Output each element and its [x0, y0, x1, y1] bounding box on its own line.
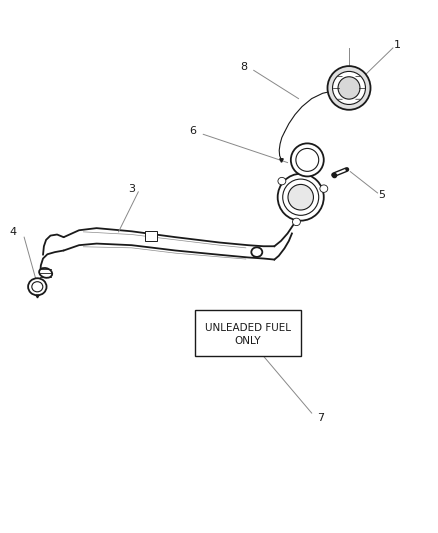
Text: 3: 3	[128, 184, 135, 194]
Ellipse shape	[28, 278, 46, 295]
Ellipse shape	[292, 218, 300, 225]
Ellipse shape	[32, 281, 43, 292]
Ellipse shape	[337, 77, 359, 99]
Text: UNLEADED FUEL: UNLEADED FUEL	[205, 323, 290, 333]
Ellipse shape	[251, 247, 262, 257]
Ellipse shape	[319, 185, 327, 192]
Ellipse shape	[277, 177, 285, 185]
Text: 8: 8	[240, 62, 247, 71]
Ellipse shape	[290, 143, 323, 176]
Ellipse shape	[327, 66, 370, 110]
Ellipse shape	[277, 174, 323, 221]
Ellipse shape	[39, 268, 52, 278]
Ellipse shape	[282, 179, 318, 215]
Ellipse shape	[287, 184, 313, 210]
Text: 6: 6	[189, 126, 196, 135]
Ellipse shape	[295, 149, 318, 172]
Text: 4: 4	[10, 227, 17, 237]
Ellipse shape	[332, 71, 364, 104]
Text: ONLY: ONLY	[234, 336, 261, 346]
Bar	[195, 310, 300, 356]
Text: 1: 1	[393, 41, 400, 50]
Text: 5: 5	[378, 190, 385, 199]
Bar	[145, 231, 157, 241]
Text: 7: 7	[316, 414, 323, 423]
